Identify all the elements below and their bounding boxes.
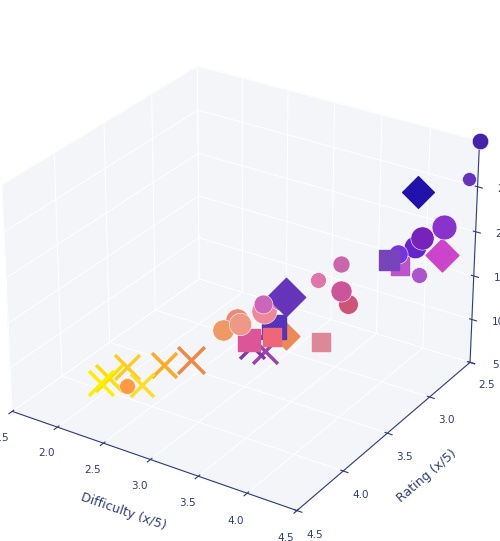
X-axis label: Difficulty (x/5): Difficulty (x/5) <box>80 490 168 532</box>
Y-axis label: Rating (x/5): Rating (x/5) <box>394 447 459 505</box>
